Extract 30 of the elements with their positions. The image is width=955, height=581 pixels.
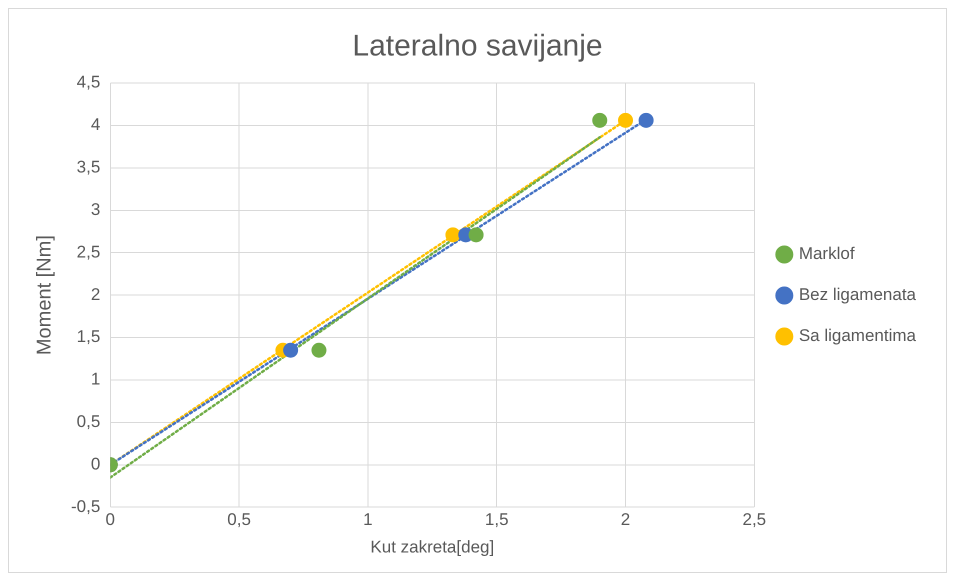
y-tick-label: 3,5 [76,158,100,177]
point [592,112,608,128]
x-axis-title: Kut zakreta[deg] [370,537,494,556]
y-tick-label: 1 [90,370,100,389]
y-tick-label: 2 [90,284,100,304]
y-tick-label: 0 [90,454,100,474]
x-tick-label: 1,5 [484,510,509,530]
legend-label: Marklof [798,244,855,264]
x-tick-label: 2 [620,510,630,530]
point [468,227,484,242]
x-tick-label: 0 [106,510,116,530]
chart-title: Lateralno savijanje [352,29,603,62]
y-tick-label: 3 [90,200,100,219]
legend-label: Bez ligamenata [798,285,917,304]
point [283,342,298,358]
point [445,227,460,242]
y-tick-label: 1,5 [76,327,100,346]
y-tick-label: 4 [90,115,100,134]
y-axis-title: Moment [Nm] [34,235,56,356]
point [311,342,326,358]
x-tick-label: 2,5 [742,510,766,530]
y-tick-label: 2,5 [76,242,100,262]
point [638,112,654,128]
y-tick-label: 4,5 [76,72,100,92]
legend-label: Sa ligamentima [798,326,917,346]
y-tick-label: 0,5 [76,412,100,432]
y-tick-label: -0,5 [70,496,100,516]
x-tick-label: 1 [363,510,373,530]
x-tick-label: 0,5 [227,510,251,530]
point [618,112,634,128]
